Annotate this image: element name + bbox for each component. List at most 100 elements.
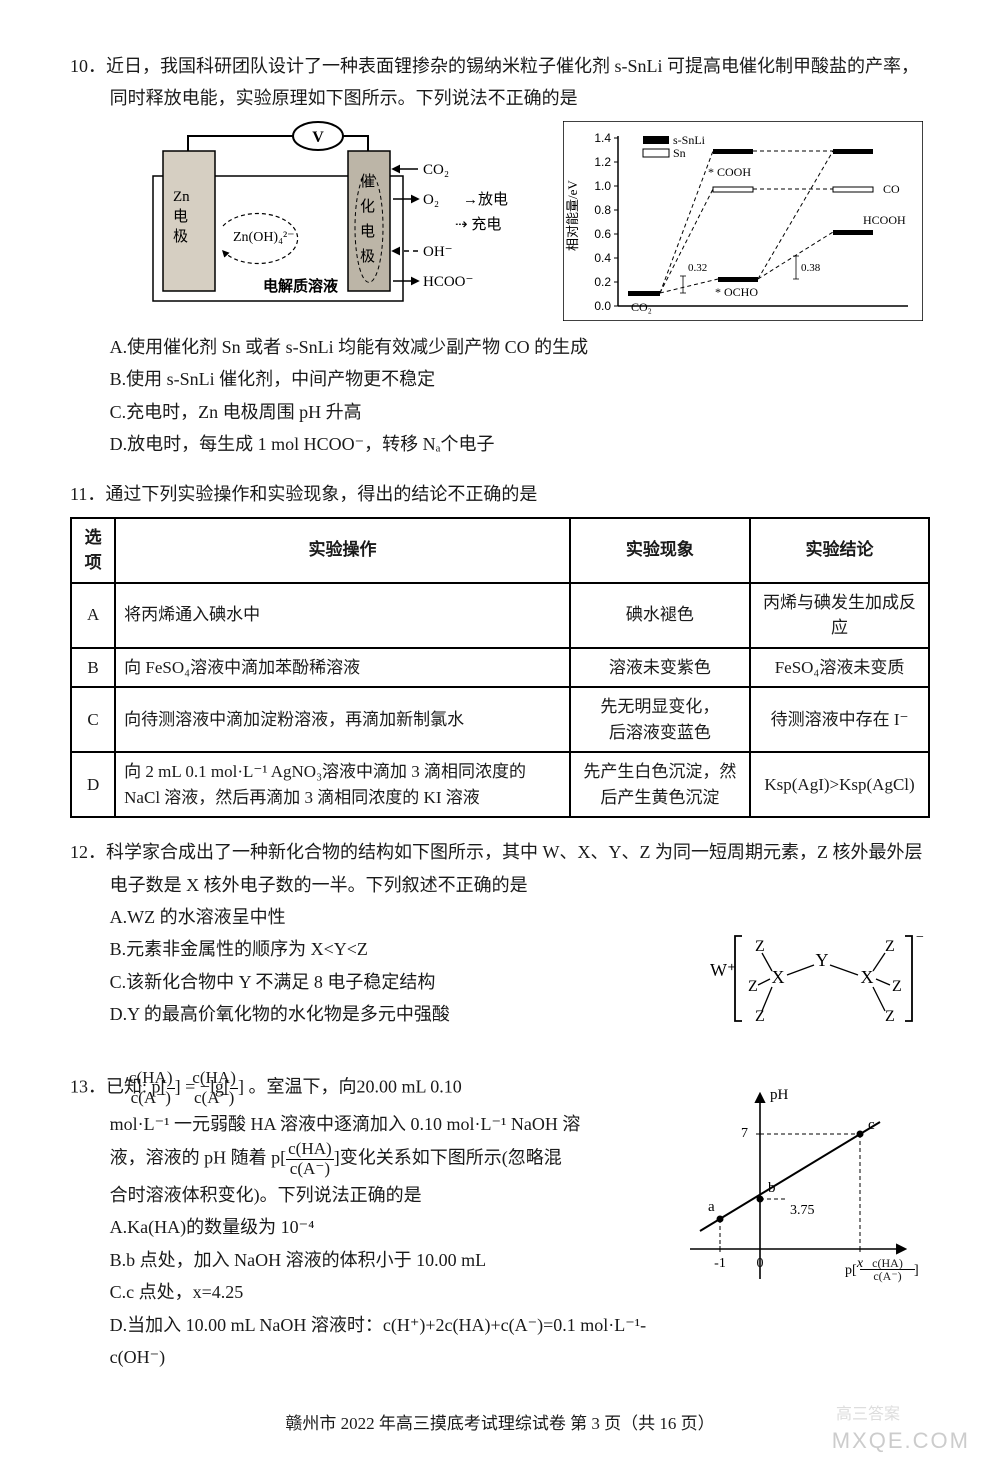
cell-opt: A (71, 583, 115, 648)
q10-stem-text: 近日，我国科研团队设计了一种表面锂掺杂的锡纳米粒子催化剂 s-SnLi 可提高电… (106, 56, 919, 108)
svg-text:1.0: 1.0 (594, 179, 611, 193)
charge-label: ⇢ 充电 (455, 216, 501, 233)
q12-structure: W⁺ − X Z Z Z Y (700, 901, 930, 1051)
cat-electrode-1: 催 (360, 173, 375, 190)
th-phenomenon: 实验现象 (570, 518, 750, 583)
atom-y: Y (816, 950, 829, 970)
y-axis-ph: pH (770, 1087, 789, 1103)
question-10: 10．近日，我国科研团队设计了一种表面锂掺杂的锡纳米粒子催化剂 s-SnLi 可… (70, 50, 930, 460)
voltmeter-label: V (312, 129, 324, 146)
q12-stem: 12．科学家合成出了一种新化合物的结构如下图所示，其中 W、X、Y、Z 为同一短… (70, 836, 930, 901)
atom-z1: Z (755, 938, 765, 955)
q10-optD: D.放电时，每生成 1 mol HCOO⁻，转移 Nₐ个电子 (110, 428, 930, 460)
cell-operation: 将丙烯通入碘水中 (115, 583, 570, 648)
question-13: 13．已知: p[c(HA)c(A⁻)] = −lg[c(HA)c(A⁻)] 。… (70, 1069, 930, 1373)
q13-s3: ] 。室温下，向20.00 mL 0.10 (238, 1077, 462, 1097)
q13-optC: C.c 点处，x=4.25 (110, 1276, 660, 1308)
zn-electrode-label2: 电 (173, 208, 188, 225)
cat-electrode-3: 电 (360, 223, 375, 240)
table-row: B 向 FeSO₄溶液中滴加苯酚稀溶液 溶液未变紫色 FeSO₄溶液未变质 (71, 648, 929, 688)
atom-z3: Z (755, 1008, 765, 1025)
q10-figures: V Zn 电 极 Zn(OH)₄²⁻ 电解质溶液 催 化 电 极 (70, 115, 930, 331)
svg-text:0.8: 0.8 (594, 203, 611, 217)
cell-phenom: 先无明显变化， 后溶液变蓝色 (570, 687, 750, 752)
question-12: 12．科学家合成出了一种新化合物的结构如下图所示，其中 W、X、Y、Z 为同一短… (70, 836, 930, 1051)
arrow-hcoo: HCOO⁻ (423, 274, 473, 290)
xtick-0: 0 (757, 1256, 764, 1271)
svg-text:0.2: 0.2 (594, 275, 611, 289)
legend-sn: Sn (673, 146, 686, 160)
q13-optA: A.Ka(HA)的数量级为 10⁻⁴ (110, 1211, 660, 1243)
page-footer: 赣州市 2022 年高三摸底考试理综试卷 第 3 页（共 16 页） (70, 1391, 930, 1434)
arrow-o2: O₂ (423, 192, 439, 208)
q12-optC: C.该新化合物中 Y 不满足 8 电子稳定结构 (110, 966, 690, 998)
atom-x2: X (861, 967, 874, 987)
atom-z6: Z (885, 1008, 895, 1025)
svg-text:0.6: 0.6 (594, 227, 611, 241)
cell-phenom: 先产生白色沉淀，然后产生黄色沉淀 (570, 752, 750, 817)
q10-optB: B.使用 s-SnLi 催化剂，中间产物更不稳定 (110, 363, 930, 395)
q13-l3a: 液，溶液的 pH 随着 p[ (110, 1148, 287, 1168)
frac-2: c(HA)c(A⁻) (230, 1069, 238, 1108)
cat-electrode-2: 化 (360, 198, 375, 215)
watermark-sub: 高三答案 (836, 1400, 900, 1424)
discharge-label: →放电 (463, 191, 508, 208)
arrow-co2: CO₂ (423, 162, 449, 178)
q12-number: 12． (70, 842, 106, 862)
cat-electrode-4: 极 (360, 248, 375, 265)
y-axis-label: 相对能量/eV (565, 179, 580, 250)
th-operation: 实验操作 (115, 518, 570, 583)
q11-table: 选项 实验操作 实验现象 实验结论 A 将丙烯通入碘水中 碘水褪色 丙烯与碘发生… (70, 517, 930, 819)
frac-1: c(HA)c(A⁻) (167, 1069, 175, 1108)
q11-stem: 11．通过下列实验操作和实验现象，得出的结论不正确的是 (70, 478, 930, 510)
table-header-row: 选项 实验操作 实验现象 实验结论 (71, 518, 929, 583)
watermark-main: MXQE.COM (832, 1428, 970, 1454)
co2-label: CO₂ (631, 300, 652, 314)
x-axis-label-close: ] (914, 1263, 919, 1278)
table-row: A 将丙烯通入碘水中 碘水褪色 丙烯与碘发生加成反应 (71, 583, 929, 648)
arrow-oh: OH⁻ (423, 244, 453, 260)
q13-l3b: ]变化关系如下图所示(忽略混 (334, 1148, 562, 1168)
electrolyte-label: 电解质溶液 (263, 277, 339, 295)
cell-operation: 向待测溶液中滴加淀粉溶液，再滴加新制氯水 (115, 687, 570, 752)
cell-concl: 待测溶液中存在 I⁻ (750, 687, 929, 752)
cell-opt: D (71, 752, 115, 817)
pt-a: a (708, 1199, 715, 1215)
delta-032: 0.32 (688, 262, 707, 274)
cell-opt: B (71, 648, 115, 688)
table-row: C 向待测溶液中滴加淀粉溶液，再滴加新制氯水 先无明显变化， 后溶液变蓝色 待测… (71, 687, 929, 752)
cation-label: W⁺ (710, 960, 737, 980)
svg-text:1.2: 1.2 (594, 155, 611, 169)
hcooh-label: HCOOH (863, 213, 906, 227)
co-label: CO (883, 182, 900, 196)
zn-species: Zn(OH)₄²⁻ (233, 230, 295, 245)
q10-stem: 10．近日，我国科研团队设计了一种表面锂掺杂的锡纳米粒子催化剂 s-SnLi 可… (70, 50, 930, 115)
q10-optC: C.充电时，Zn 电极周围 pH 升高 (110, 396, 930, 428)
pt-b: b (768, 1180, 776, 1196)
frac-3: c(HA)c(A⁻) (286, 1140, 334, 1179)
delta-038: 0.38 (801, 262, 821, 274)
q12-stem-text: 科学家合成出了一种新化合物的结构如下图所示，其中 W、X、Y、Z 为同一短周期元… (106, 842, 922, 894)
q12-options: A.WZ 的水溶液呈中性 B.元素非金属性的顺序为 X<Y<Z C.该新化合物中… (70, 901, 690, 1031)
cell-phenom: 碘水褪色 (570, 583, 750, 648)
x-axis-label: p[ (845, 1263, 857, 1278)
svg-text:1.4: 1.4 (594, 131, 611, 145)
cell-opt: C (71, 687, 115, 752)
q13-optB: B.b 点处，加入 NaOH 溶液的体积小于 10.00 mL (110, 1244, 660, 1276)
zn-electrode-label3: 极 (173, 228, 188, 245)
cooh-label: * COOH (708, 165, 751, 179)
xtick-x: x (856, 1256, 864, 1271)
q13-line3: 液，溶液的 pH 随着 p[c(HA)c(A⁻)]变化关系如下图所示(忽略混 (110, 1140, 660, 1179)
q12-optD: D.Y 的最高价氧化物的水化物是多元中强酸 (110, 998, 690, 1030)
q10-options: A.使用催化剂 Sn 或者 s-SnLi 均能有效减少副产物 CO 的生成 B.… (70, 331, 930, 461)
xtick-m1: -1 (714, 1256, 726, 1271)
atom-x1: X (772, 967, 785, 987)
q10-number: 10． (70, 56, 106, 76)
cell-concl: 丙烯与碘发生加成反应 (750, 583, 929, 648)
q13-line4: 合时溶液体积变化)。下列说法正确的是 (110, 1179, 660, 1211)
cell-concl: FeSO₄溶液未变质 (750, 648, 929, 688)
atom-z2: Z (748, 978, 758, 995)
th-conclusion: 实验结论 (750, 518, 929, 583)
ytick-7: 7 (741, 1126, 748, 1141)
atom-z5: Z (892, 978, 902, 995)
